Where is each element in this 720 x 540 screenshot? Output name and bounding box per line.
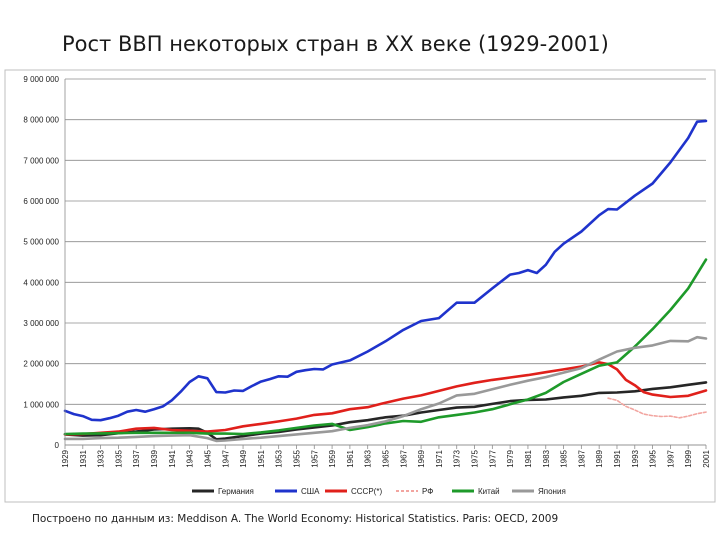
x-tick-label: 1959 <box>328 449 337 467</box>
y-tick-label: 0 <box>55 441 60 450</box>
x-tick-label: 1973 <box>453 449 462 467</box>
x-tick-label: 1949 <box>239 449 248 467</box>
series-line-США <box>63 119 708 422</box>
y-tick-label: 4 000 000 <box>23 278 59 287</box>
legend-label: США <box>301 487 320 496</box>
x-tick-label: 1969 <box>417 449 426 467</box>
x-tick-label: 1975 <box>471 449 480 467</box>
y-axis: 0 1 000 000 2 000 000 3 000 000 4 000 000 5 0… <box>23 75 66 450</box>
x-tick-label: 1985 <box>560 449 569 467</box>
legend: Германия США СССР(*) РФ Китай Япония <box>192 487 566 496</box>
y-tick-label: 3 000 000 <box>23 319 59 328</box>
x-axis: 1929 1931 1933 1935 1937 1939 1941 1943 1945 1947… <box>61 444 711 468</box>
y-tick-label: 2 000 000 <box>23 360 59 369</box>
x-tick-label: 2001 <box>702 449 711 467</box>
x-tick-label: 1987 <box>577 449 586 467</box>
x-tick-label: 1963 <box>364 449 373 467</box>
x-tick-label: 1951 <box>257 449 266 467</box>
x-tick-label: 1971 <box>435 449 444 467</box>
x-tick-label: 1937 <box>132 449 141 467</box>
grid-lines <box>65 78 706 446</box>
x-tick-label: 1981 <box>524 449 533 467</box>
x-tick-label: 1977 <box>488 449 497 467</box>
chart-frame <box>4 69 716 503</box>
x-tick-label: 1961 <box>346 449 355 467</box>
y-tick-label: 9 000 000 <box>23 75 59 84</box>
x-tick-label: 1993 <box>631 449 640 467</box>
slide-title: Рост ВВП некоторых стран в XX веке (1929… <box>62 32 609 56</box>
x-tick-label: 1933 <box>97 449 106 467</box>
x-tick-label: 1989 <box>595 449 604 467</box>
y-tick-label: 1 000 000 <box>23 400 59 409</box>
y-tick-label: 8 000 000 <box>23 116 59 125</box>
series-lines <box>63 119 708 443</box>
legend-label: Германия <box>218 487 254 496</box>
y-tick-label: 7 000 000 <box>23 156 59 165</box>
x-tick-label: 1943 <box>186 449 195 467</box>
x-tick-label: 1999 <box>684 449 693 467</box>
legend-label: Япония <box>538 487 566 496</box>
legend-label: СССР(*) <box>351 487 382 496</box>
x-tick-label: 1965 <box>382 449 391 467</box>
x-tick-label: 1979 <box>506 449 515 467</box>
x-tick-label: 1941 <box>168 449 177 467</box>
series-line-Япония <box>63 335 708 443</box>
x-tick-label: 1939 <box>150 449 159 467</box>
series-line-РФ <box>607 397 707 419</box>
x-tick-label: 1935 <box>114 449 123 467</box>
x-tick-label: 1983 <box>542 449 551 467</box>
series-line-Китай <box>63 258 708 436</box>
x-tick-label: 1967 <box>399 449 408 467</box>
x-tick-label: 1995 <box>649 449 658 467</box>
x-tick-label: 1929 <box>61 449 70 467</box>
y-tick-label: 6 000 000 <box>23 197 59 206</box>
x-tick-label: 1957 <box>310 449 319 467</box>
x-tick-label: 1945 <box>203 449 212 467</box>
x-tick-label: 1991 <box>613 449 622 467</box>
x-tick-label: 1997 <box>666 449 675 467</box>
y-tick-label: 5 000 000 <box>23 238 59 247</box>
legend-label: РФ <box>422 487 433 496</box>
legend-label: Китай <box>478 487 500 496</box>
source-note: Построено по данным из: Meddison A. The … <box>32 513 559 525</box>
x-tick-label: 1955 <box>292 449 301 467</box>
x-tick-label: 1931 <box>79 449 88 467</box>
x-tick-label: 1953 <box>275 449 284 467</box>
x-tick-label: 1947 <box>221 449 230 467</box>
series-line-СССР(*) <box>63 361 708 436</box>
series-line-Германия <box>63 381 708 441</box>
